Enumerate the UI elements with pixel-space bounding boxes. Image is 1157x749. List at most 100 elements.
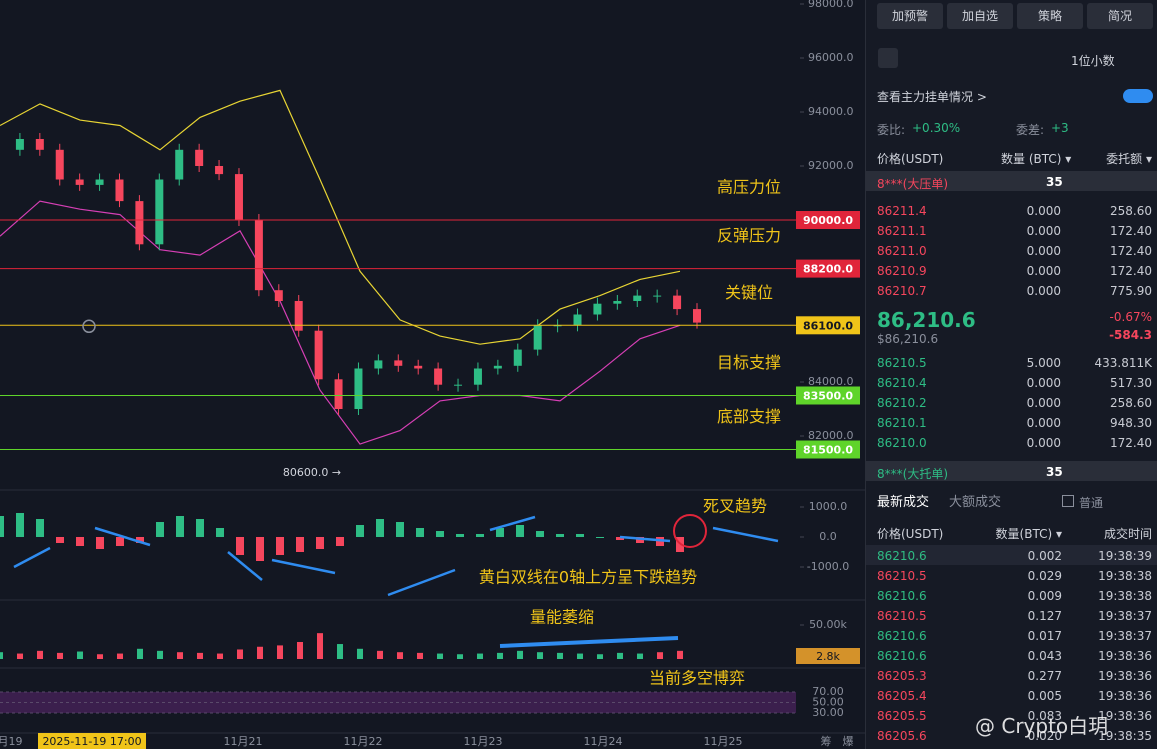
candle: [693, 309, 701, 323]
macd-bar: [576, 534, 584, 537]
date-label: 11月22: [344, 735, 383, 748]
date-label: 11月24: [584, 735, 623, 748]
ask-amount: 775.90: [1110, 284, 1152, 298]
macd-tick-label: 1000.0: [809, 500, 848, 513]
macd-bar: [36, 519, 44, 537]
trade-time: 19:38:36: [1098, 649, 1152, 663]
level-note: 高压力位: [717, 178, 781, 197]
volume-bar: [457, 654, 463, 659]
ratio-label: 委比:: [877, 123, 906, 137]
level-note: 关键位: [725, 283, 773, 302]
big-order-label: 8***(大托单): [877, 467, 948, 481]
level-badge: [796, 386, 860, 405]
book-header: 数量 (BTC) ▾: [1001, 152, 1072, 166]
trend-arrow: [271, 558, 336, 575]
big-order-row: [866, 171, 1157, 191]
volume-bar: [437, 653, 443, 659]
candle: [55, 149, 64, 180]
volume-badge: [796, 648, 860, 664]
trade-price: 86210.6: [877, 649, 927, 663]
trade-qty: 0.127: [1027, 609, 1062, 623]
bid-price: 86210.1: [877, 416, 927, 430]
volume-bar: [17, 653, 23, 659]
volume-bar: [537, 652, 543, 659]
candle: [35, 139, 44, 150]
rsi-tick-label: 50.00: [812, 696, 844, 709]
highlight-circle: [673, 514, 707, 548]
chart: 98000.096000.094000.092000.090000.088000…: [0, 0, 865, 749]
level-note: 反弹压力: [717, 226, 781, 245]
trend-arrow: [13, 546, 51, 569]
volume-bar: [477, 653, 483, 659]
volume-bar: [677, 650, 683, 659]
bid-price: 86210.5: [877, 356, 927, 370]
volume-bar: [317, 633, 323, 659]
macd-bar: [376, 519, 384, 537]
ask-qty: 0.000: [1026, 224, 1061, 238]
trade-price: 86210.6: [877, 589, 927, 603]
volume-bar: [257, 646, 263, 659]
trade-price: 86210.5: [877, 609, 927, 623]
volume-bar: [297, 642, 303, 659]
volume-bar: [217, 653, 223, 659]
trend-arrow: [619, 535, 671, 543]
trade-time: 19:38:37: [1098, 609, 1152, 623]
price-tick-label: 98000.0: [808, 0, 854, 10]
macd-tick-label: 0.0: [819, 530, 837, 543]
trade-qty: 0.277: [1027, 669, 1062, 683]
macd-bar: [456, 534, 464, 537]
toolbar-btn[interactable]: 加自选: [947, 3, 1013, 29]
trend-arrow: [227, 551, 263, 581]
trend-arrow: [499, 636, 679, 648]
volume-bar: [37, 650, 43, 659]
big-order-qty: 35: [1046, 465, 1063, 479]
macd-bar: [196, 519, 204, 537]
volume-bar: [517, 650, 523, 659]
candle: [513, 349, 522, 366]
big-order-qty: 35: [1046, 175, 1063, 189]
volume-bar: [497, 652, 503, 659]
volume-bar: [177, 652, 183, 659]
macd-note: 黄白双线在0轴上方呈下跌趋势: [479, 568, 697, 587]
candle: [533, 325, 542, 350]
filter-label: 普通: [1079, 496, 1104, 510]
bid-amount: 517.30: [1110, 376, 1152, 390]
candle: [195, 149, 204, 166]
crosshair-time-badge: [38, 733, 146, 749]
candle: [115, 179, 124, 202]
change-pct: -0.67%: [1109, 310, 1152, 324]
macd-bar: [476, 534, 484, 537]
toolbar-btn[interactable]: 加预警: [877, 3, 943, 29]
macd-bar: [556, 534, 564, 537]
book-header: 价格(USDT): [877, 152, 944, 166]
macd-tick-label: -1000.0: [807, 560, 849, 573]
trade-time: 19:38:36: [1098, 709, 1152, 723]
level-badge-label: 83500.0: [803, 390, 853, 403]
macd-bar: [136, 537, 144, 543]
candle: [613, 301, 622, 304]
macd-bar: [296, 537, 304, 552]
trade-tab[interactable]: 最新成交: [877, 495, 930, 510]
candle: [294, 301, 303, 331]
toolbar-btn[interactable]: 简况: [1087, 3, 1153, 29]
candle: [653, 295, 662, 297]
volume-bar: [157, 650, 163, 659]
ask-price: 86211.0: [877, 244, 927, 258]
price-tick-label: 84000.0: [808, 375, 854, 388]
volume-bar: [417, 652, 423, 659]
trend-arrow: [94, 526, 151, 547]
ask-qty: 0.000: [1026, 204, 1061, 218]
trade-tab[interactable]: 大额成交: [949, 495, 1002, 510]
toolbar-btn[interactable]: 策略: [1017, 3, 1083, 29]
volume-tick-label: 50.00k: [809, 618, 847, 631]
macd-bar: [596, 537, 604, 538]
bollinger-band: [0, 89, 681, 345]
volume-bar: [117, 653, 123, 659]
bid-price: 86210.4: [877, 376, 927, 390]
trade-time: 19:38:39: [1098, 549, 1152, 563]
volume-bar: [397, 652, 403, 659]
trade-time: 19:38:35: [1098, 729, 1152, 743]
volume-badge-label: 2.8k: [816, 650, 840, 663]
trade-time: 19:38:38: [1098, 569, 1152, 583]
level-badge-label: 90000.0: [803, 214, 853, 227]
